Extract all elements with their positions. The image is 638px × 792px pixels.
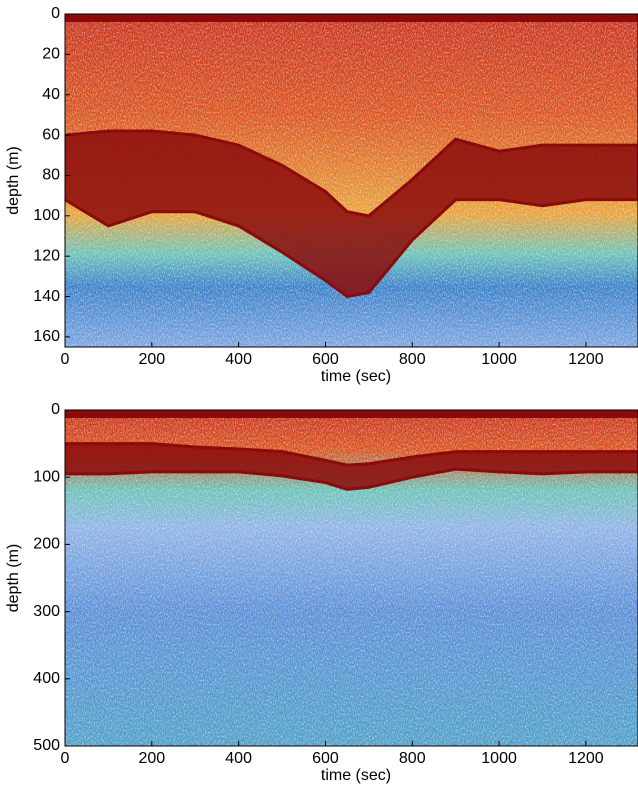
y-tick-label: 120 [33,247,60,264]
layer-edge [65,442,638,467]
axes-frame [64,13,638,348]
x-tick-label: 1200 [568,351,604,368]
x-tick-label: 400 [225,750,252,767]
surface-band [65,14,638,22]
x-tick-label: 800 [399,750,426,767]
y-tick-label: 40 [42,86,60,103]
surface-band [65,410,638,418]
y-tick-label: 0 [51,5,60,22]
plot-area [65,410,638,746]
y-tick-label: 200 [33,536,60,553]
plot-area [65,14,638,347]
x-tick-label: 200 [138,750,165,767]
x-tick-label: 1200 [568,750,604,767]
x-axis-label: time (sec) [321,368,391,385]
y-tick-label: 140 [33,288,60,305]
x-tick-label: 1000 [481,351,517,368]
y-axis-label: depth (m) [5,544,22,612]
y-tick-label: 80 [42,167,60,184]
y-tick-label: 100 [33,207,60,224]
x-tick-label: 1000 [481,750,517,767]
x-tick-label: 0 [61,750,70,767]
x-tick-label: 200 [138,351,165,368]
y-tick-label: 300 [33,603,60,620]
axes-frame [64,409,638,747]
scattering-layer [65,443,638,490]
x-tick-label: 400 [225,351,252,368]
y-tick-label: 20 [42,46,60,63]
y-tick-label: 0 [51,401,60,418]
x-tick-label: 0 [61,351,70,368]
y-tick-label: 500 [33,737,60,754]
x-tick-label: 800 [399,351,426,368]
layer-edge [65,198,638,299]
y-tick-label: 100 [33,468,60,485]
x-tick-label: 600 [312,750,339,767]
layer-edge [65,129,638,218]
y-tick-label: 60 [42,126,60,143]
y-axis-label: depth (m) [5,146,22,214]
x-axis-label: time (sec) [321,767,391,784]
layer-edge [65,467,638,491]
x-tick-label: 600 [312,351,339,368]
y-tick-label: 400 [33,670,60,687]
y-tick-label: 160 [33,328,60,345]
